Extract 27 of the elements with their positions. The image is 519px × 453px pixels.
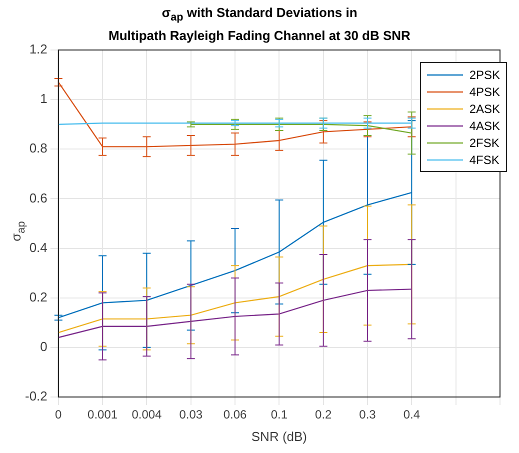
y-tick-label: -0.2 xyxy=(24,388,48,404)
x-tick-label: 0.06 xyxy=(223,408,248,422)
legend-label: 2FSK xyxy=(469,136,500,150)
x-tick-label: 0.4 xyxy=(403,408,420,422)
x-tick-label: 0.03 xyxy=(179,408,203,422)
legend-label: 4ASK xyxy=(469,118,500,132)
y-tick-label: 1.2 xyxy=(29,42,48,57)
point xyxy=(318,118,328,129)
chart-title: σ$_{ap}$ with Standard Deviations in Multipath Rayleigh Fading Channel at 30 dB SNR xyxy=(108,4,412,43)
x-tick-label: 0.1 xyxy=(270,408,288,422)
y-tick-label: 1 xyxy=(40,91,48,106)
legend-label: 2PSK xyxy=(469,68,500,82)
x-tick-label: 0.3 xyxy=(359,408,376,422)
point xyxy=(274,118,284,128)
legend-label: 4PSK xyxy=(469,84,500,98)
legend-label: 4FSK xyxy=(469,152,500,166)
y-tick-label: 0.8 xyxy=(29,140,48,156)
y-tick-label: 0.2 xyxy=(29,289,48,304)
y-tick-label: 0.4 xyxy=(29,240,48,255)
x-tick-label: 0.001 xyxy=(88,408,118,422)
y-tick-label: 0 xyxy=(40,339,48,354)
legend-label: 2ASK xyxy=(469,102,500,116)
x-axis-title: SNR (dB) xyxy=(251,428,308,444)
x-tick-label: 0 xyxy=(55,408,62,422)
y-tick-label: 0.6 xyxy=(29,190,48,206)
x-tick-label: 0.2 xyxy=(315,408,332,422)
x-tick-label: 0.004 xyxy=(132,408,162,422)
